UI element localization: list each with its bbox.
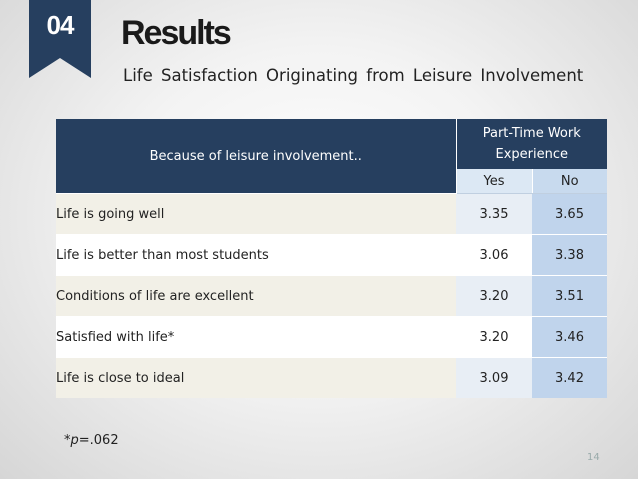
- page-number: 14: [587, 452, 600, 463]
- footnote-value: =.062: [78, 433, 119, 448]
- table-row: Satisfied with life* 3.20 3.46: [56, 316, 607, 358]
- table-row: Life is better than most students 3.06 3…: [56, 234, 607, 276]
- row-label: Life is going well: [56, 193, 456, 235]
- no-value: 3.42: [532, 357, 607, 398]
- row-header: Because of leisure involvement..: [56, 119, 457, 194]
- row-label: Life is better than most students: [56, 234, 456, 276]
- table-row: Conditions of life are excellent 3.20 3.…: [56, 275, 607, 317]
- yes-value: 3.20: [456, 275, 532, 317]
- group-header: Part-Time Work Experience: [456, 119, 607, 169]
- no-value: 3.65: [532, 193, 607, 235]
- section-badge: 04: [29, 0, 91, 80]
- yes-value: 3.20: [456, 316, 532, 358]
- row-label: Satisfied with life*: [56, 316, 456, 358]
- section-number: 04: [46, 10, 75, 40]
- page-title: Results: [121, 14, 232, 52]
- yes-value: 3.06: [456, 234, 532, 276]
- row-label: Conditions of life are excellent: [56, 275, 456, 317]
- no-value: 3.51: [532, 275, 607, 317]
- row-label: Life is close to ideal: [56, 357, 456, 398]
- column-header-no: No: [531, 169, 607, 194]
- footnote-prefix: *: [64, 433, 71, 448]
- no-value: 3.46: [532, 316, 607, 358]
- footnote: *p=.062: [64, 433, 119, 448]
- bookmark-ribbon-icon: [29, 0, 91, 78]
- table-row: Life is going well 3.35 3.65: [56, 193, 607, 235]
- page-subtitle: Life Satisfaction Originating from Leisu…: [123, 66, 584, 85]
- table-row: Life is close to ideal 3.09 3.42: [56, 357, 607, 398]
- yes-value: 3.09: [456, 357, 532, 398]
- footnote-p-symbol: p: [70, 433, 79, 448]
- column-header-yes: Yes: [455, 169, 532, 194]
- no-value: 3.38: [532, 234, 607, 276]
- yes-value: 3.35: [456, 193, 532, 235]
- results-table: Because of leisure involvement.. Part-Ti…: [56, 119, 607, 398]
